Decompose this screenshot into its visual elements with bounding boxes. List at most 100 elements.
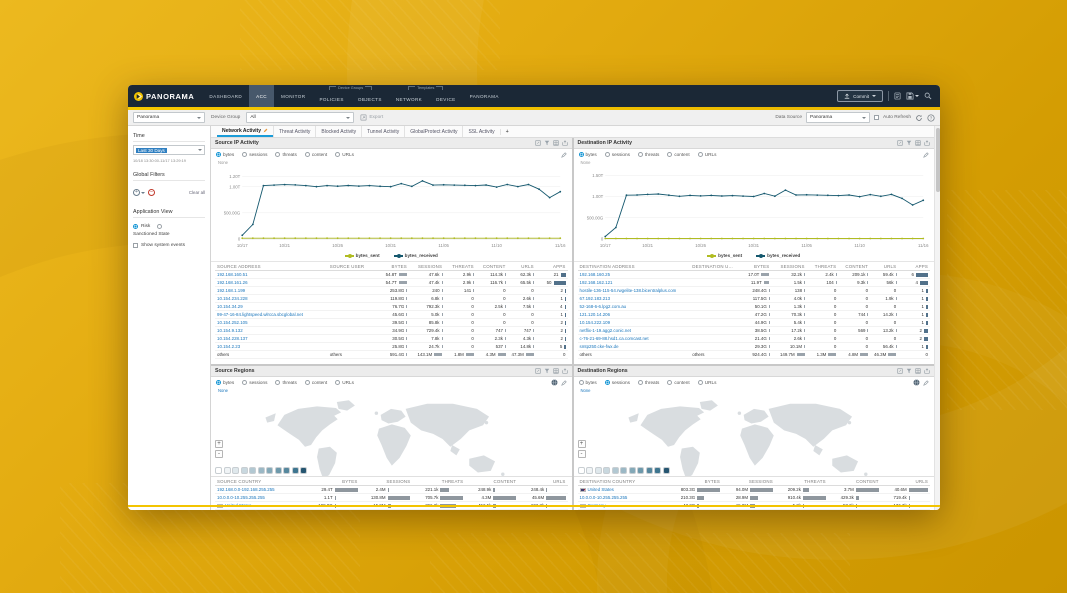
nav-item-objects[interactable]: OBJECTS — [357, 96, 382, 102]
nav-item-policies[interactable]: POLICIES — [319, 96, 344, 102]
column-header-source-address[interactable]: Source Address — [215, 262, 328, 271]
refresh-icon[interactable] — [915, 114, 923, 122]
metric-radio-threats[interactable]: threats — [275, 380, 297, 385]
column-header-content[interactable]: Content — [838, 262, 871, 271]
address-link[interactable]: 10.154.9.132 — [215, 326, 328, 335]
column-header-urls[interactable]: URLs — [507, 262, 536, 271]
column-header-destination-user[interactable]: Destination User — [690, 262, 737, 271]
metric-radio-urls[interactable]: URLs — [335, 380, 354, 385]
column-header-sessions[interactable]: Sessions — [408, 262, 445, 271]
column-header-sessions[interactable]: Sessions — [722, 477, 775, 486]
save-menu[interactable] — [906, 92, 919, 100]
metric-radio-bytes[interactable]: bytes — [578, 380, 597, 385]
address-link[interactable]: 10.154.252.105 — [215, 318, 328, 327]
address-link[interactable]: 67.192.183.213 — [577, 294, 691, 303]
maximize-icon[interactable] — [897, 368, 903, 374]
zoom-in-button[interactable]: + — [577, 440, 586, 448]
legend-item-bytes-sent[interactable]: bytes_sent — [344, 253, 380, 258]
metric-radio-bytes[interactable]: bytes — [216, 152, 234, 157]
chart-settings-icon[interactable] — [923, 379, 929, 386]
world-map[interactable] — [226, 396, 556, 476]
column-header-bytes[interactable]: Bytes — [669, 477, 723, 486]
country-cell[interactable]: 10.0.0.0-10.255.255.255 — [577, 493, 670, 502]
table-icon[interactable] — [915, 368, 921, 374]
column-header-urls[interactable]: URLs — [518, 477, 568, 486]
sanctioned-state-radio[interactable] — [157, 224, 163, 229]
metric-radio-threats[interactable]: threats — [637, 380, 659, 385]
address-link[interactable]: 10.154.228.137 — [215, 334, 328, 343]
metric-radio-content[interactable]: content — [304, 152, 327, 157]
address-link[interactable]: 10.154.222.109 — [577, 318, 691, 327]
table-icon[interactable] — [552, 140, 559, 146]
region-filter-link[interactable]: None — [218, 388, 229, 393]
address-link[interactable]: 10.154.34.29 — [215, 302, 328, 311]
clear-all-link[interactable]: Clear all — [188, 190, 205, 195]
help-icon[interactable]: ? — [927, 113, 935, 122]
metric-radio-sessions[interactable]: sessions — [604, 380, 630, 385]
tab-threat-activity[interactable]: Threat Activity — [273, 126, 315, 137]
column-header-threats[interactable]: Threats — [412, 477, 466, 486]
device-group-select[interactable]: All — [246, 112, 355, 123]
country-cell[interactable]: United States — [577, 485, 670, 494]
data-source-select[interactable]: Panorama — [806, 112, 870, 123]
column-header-destination-country[interactable]: Destination Country — [577, 477, 670, 486]
export-icon[interactable] — [561, 368, 568, 374]
legend-item-bytes-received[interactable]: bytes_received — [756, 253, 800, 258]
filter-icon[interactable] — [544, 368, 550, 374]
maximize-icon[interactable] — [897, 140, 903, 146]
address-link[interactable]: 52-168-6-6.lpg2.com.au — [577, 302, 691, 311]
show-system-events-checkbox[interactable] — [133, 243, 138, 248]
column-header-sessions[interactable]: Sessions — [771, 262, 807, 271]
column-header-content[interactable]: Content — [465, 477, 519, 486]
risk-radio[interactable] — [133, 224, 138, 229]
column-header-content[interactable]: Content — [475, 262, 508, 271]
nav-item-panorama[interactable]: PANORAMA — [469, 93, 499, 99]
address-link[interactable]: c-76-21-69-88.hsd1.ca.comcast.net — [577, 334, 691, 343]
world-map[interactable] — [589, 396, 919, 476]
tab-network-activity[interactable]: Network Activity — [217, 126, 273, 137]
chart-settings-icon[interactable] — [560, 151, 567, 158]
add-tab-button[interactable]: + — [499, 128, 514, 135]
nav-item-network[interactable]: NETWORK — [395, 96, 423, 102]
destination-ip-line-chart[interactable]: 0 500.00G 1.00T 1.50T 10/17 10/21 10/26 10/31 11… — [574, 166, 935, 250]
nav-item-dashboard[interactable]: DASHBOARD — [209, 93, 243, 99]
filter-icon[interactable] — [906, 368, 912, 374]
metric-radio-sessions[interactable]: sessions — [242, 380, 267, 385]
metric-radio-urls[interactable]: URLs — [697, 152, 716, 157]
country-cell[interactable]: 10.0.0.0-10.255.255.255 — [215, 493, 307, 502]
nav-item-device[interactable]: DEVICE — [436, 96, 456, 102]
address-link[interactable]: 192.168.161.26 — [215, 278, 328, 287]
export-button[interactable]: Export — [360, 114, 383, 121]
filter-icon[interactable] — [544, 140, 550, 146]
vertical-scrollbar[interactable] — [934, 126, 940, 510]
metric-radio-urls[interactable]: URLs — [335, 152, 354, 157]
address-link[interactable]: 192.168.162.121 — [577, 278, 691, 287]
metric-radio-sessions[interactable]: sessions — [242, 152, 267, 157]
column-header-threats[interactable]: Threats — [806, 262, 839, 271]
metric-radio-bytes[interactable]: bytes — [216, 380, 234, 385]
metric-radio-content[interactable]: content — [667, 380, 690, 385]
auto-refresh-checkbox[interactable] — [874, 115, 879, 120]
metric-radio-sessions[interactable]: sessions — [604, 152, 630, 157]
zoom-out-button[interactable]: - — [215, 450, 223, 458]
column-header-apps[interactable]: Apps — [535, 262, 568, 271]
export-icon[interactable] — [924, 140, 930, 146]
column-header-apps[interactable]: Apps — [898, 262, 930, 271]
metric-radio-content[interactable]: content — [667, 152, 690, 157]
address-link[interactable]: netflix-1-19.agg2.conic.net — [577, 326, 691, 335]
tab-tunnel-activity[interactable]: Tunnel Activity — [361, 126, 404, 137]
add-filter-button[interactable]: + — [133, 189, 145, 196]
column-header-content[interactable]: Content — [827, 477, 881, 486]
region-filter-link[interactable]: None — [580, 388, 591, 393]
scrollbar-thumb[interactable] — [936, 128, 940, 192]
address-link[interactable]: 10.154.2.23 — [215, 342, 328, 351]
column-header-source-country[interactable]: Source Country — [215, 477, 307, 486]
column-header-bytes[interactable]: Bytes — [373, 262, 409, 271]
column-header-threats[interactable]: Threats — [774, 477, 828, 486]
chart-settings-icon[interactable] — [560, 379, 567, 386]
globe-icon[interactable] — [913, 379, 920, 386]
column-header-bytes[interactable]: Bytes — [736, 262, 772, 271]
table-icon[interactable] — [915, 140, 921, 146]
filter-icon[interactable] — [906, 140, 912, 146]
legend-item-bytes-received[interactable]: bytes_received — [393, 253, 438, 258]
